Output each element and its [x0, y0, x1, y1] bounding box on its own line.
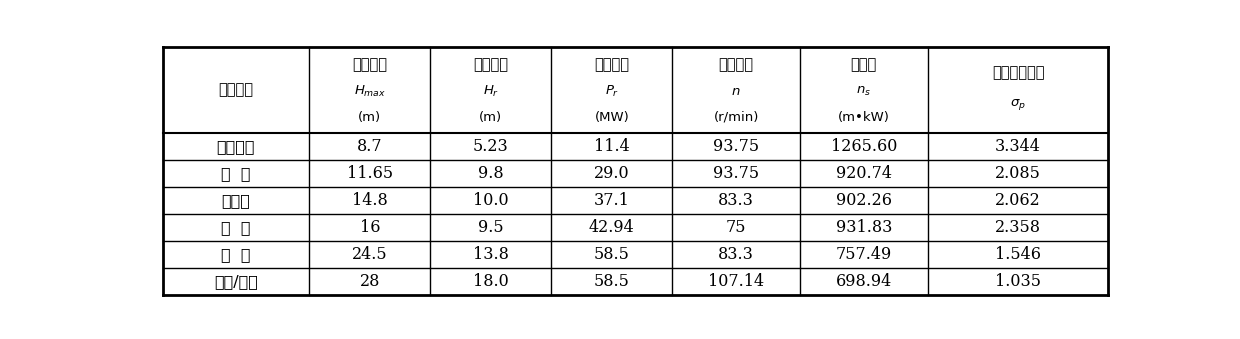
Text: 757.49: 757.49	[836, 246, 892, 263]
Text: 18.0: 18.0	[472, 273, 508, 290]
Text: 37.1: 37.1	[594, 192, 630, 209]
Text: (m): (m)	[358, 111, 382, 124]
Text: 11.4: 11.4	[594, 138, 630, 155]
Text: 14.8: 14.8	[352, 192, 388, 209]
Text: 沙  溪: 沙 溪	[221, 166, 250, 181]
Text: 107.14: 107.14	[708, 273, 764, 290]
Text: 额定出力: 额定出力	[594, 57, 630, 72]
Text: 额定水头: 额定水头	[474, 57, 508, 72]
Text: 698.94: 698.94	[836, 273, 892, 290]
Text: 大顶子山: 大顶子山	[217, 139, 255, 154]
Text: 8.7: 8.7	[357, 138, 383, 155]
Text: (m): (m)	[479, 111, 502, 124]
Text: 桐子塝: 桐子塝	[222, 193, 250, 208]
Text: 16: 16	[360, 219, 379, 236]
Text: 2.358: 2.358	[994, 219, 1042, 236]
Text: 29.0: 29.0	[594, 165, 630, 182]
Text: (MW): (MW)	[594, 111, 629, 124]
Text: 58.5: 58.5	[594, 246, 630, 263]
Text: 931.83: 931.83	[836, 219, 892, 236]
Text: 10.0: 10.0	[472, 192, 508, 209]
Text: 902.26: 902.26	[836, 192, 892, 209]
Text: $\sigma_{p}$: $\sigma_{p}$	[1011, 97, 1025, 112]
Text: 24.5: 24.5	[352, 246, 388, 263]
Text: $P_{r}$: $P_{r}$	[605, 84, 619, 99]
Text: 1.546: 1.546	[994, 246, 1042, 263]
Text: 9.8: 9.8	[477, 165, 503, 182]
Text: 桥  巩: 桥 巩	[221, 247, 250, 262]
Text: $n$: $n$	[732, 85, 742, 98]
Text: $H_{max}$: $H_{max}$	[353, 84, 386, 99]
Text: (r/min): (r/min)	[713, 111, 759, 124]
Text: 13.8: 13.8	[472, 246, 508, 263]
Text: 长  洲: 长 洲	[221, 220, 250, 235]
Text: 1.035: 1.035	[994, 273, 1042, 290]
Text: 83.3: 83.3	[718, 246, 754, 263]
Text: 28: 28	[360, 273, 379, 290]
Text: 9.5: 9.5	[477, 219, 503, 236]
Text: 电站空化系数: 电站空化系数	[992, 65, 1044, 80]
Text: 83.3: 83.3	[718, 192, 754, 209]
Text: 1265.60: 1265.60	[831, 138, 897, 155]
Text: 2.085: 2.085	[994, 165, 1040, 182]
Text: 比转速: 比转速	[851, 57, 877, 72]
Text: 93.75: 93.75	[713, 165, 759, 182]
Text: 93.75: 93.75	[713, 138, 759, 155]
Text: 北本/老挝: 北本/老挝	[215, 274, 258, 289]
Text: (m•kW): (m•kW)	[838, 111, 890, 124]
Text: 5.23: 5.23	[472, 138, 508, 155]
Text: 额定转速: 额定转速	[719, 57, 754, 72]
Text: 58.5: 58.5	[594, 273, 630, 290]
Text: 最大水头: 最大水头	[352, 57, 387, 72]
Text: 75: 75	[725, 219, 746, 236]
Text: $H_{r}$: $H_{r}$	[482, 84, 498, 99]
Text: 3.344: 3.344	[994, 138, 1040, 155]
Text: 11.65: 11.65	[347, 165, 393, 182]
Text: 42.94: 42.94	[589, 219, 635, 236]
Text: 920.74: 920.74	[836, 165, 892, 182]
Text: 电站名称: 电站名称	[218, 82, 253, 98]
Text: $n_{s}$: $n_{s}$	[857, 85, 872, 98]
Text: 2.062: 2.062	[996, 192, 1040, 209]
